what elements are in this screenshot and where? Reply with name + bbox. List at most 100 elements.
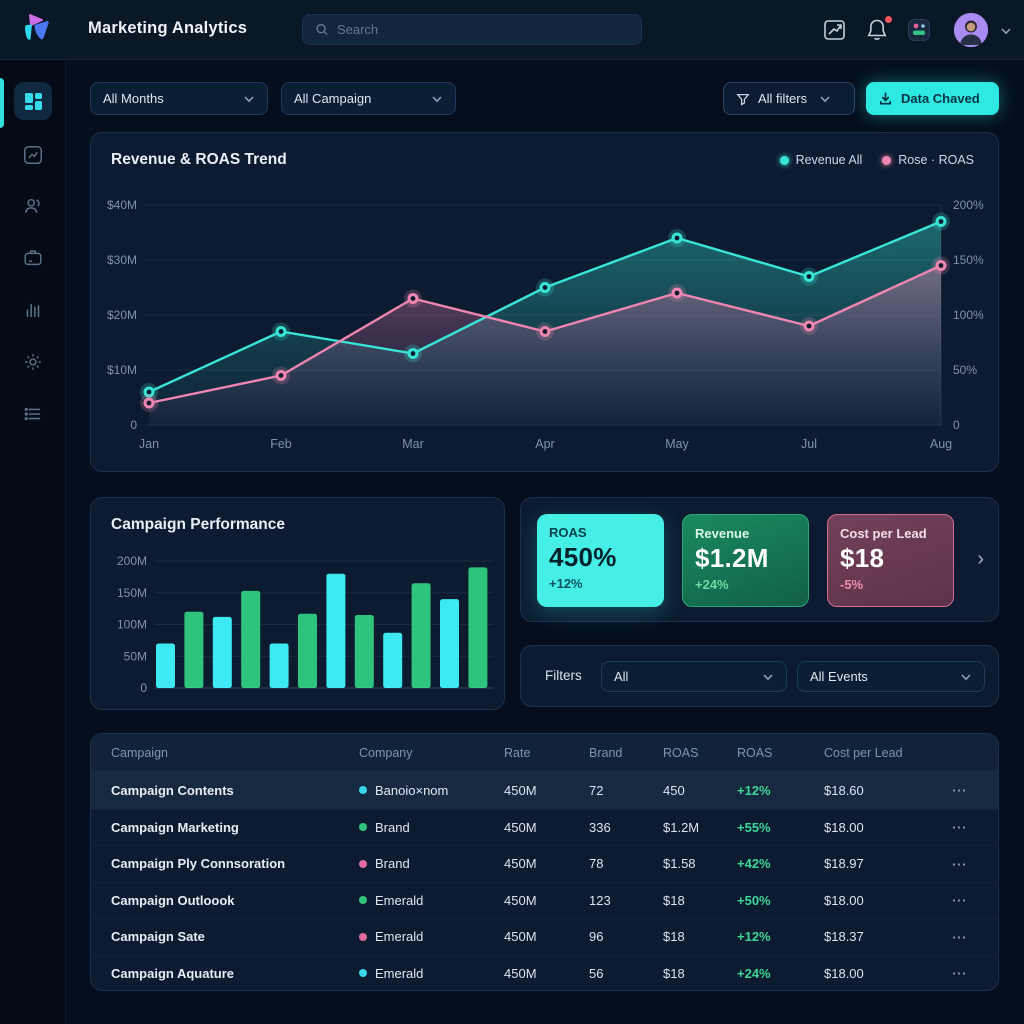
kpi-label: Revenue xyxy=(695,526,750,541)
legend-label: Rose · ROAS xyxy=(898,153,974,167)
table-row[interactable]: Campaign Marketing Brand 450M 336 $1.2M … xyxy=(91,808,998,846)
trend-legend: Revenue All Rose · ROAS xyxy=(779,153,974,167)
svg-text:$20M: $20M xyxy=(107,308,137,322)
company-name: Emerald xyxy=(375,965,424,981)
apps-tile-icon[interactable] xyxy=(906,17,932,43)
company-name: Emerald xyxy=(375,929,424,945)
cell-company: Brand xyxy=(359,820,504,835)
cell-roas: $1.58 xyxy=(663,856,696,872)
row-menu-icon[interactable]: ⋯ xyxy=(951,819,969,837)
sidebar-item-lists[interactable] xyxy=(14,395,52,433)
cell-brand: 123 xyxy=(589,892,611,908)
notification-badge xyxy=(883,14,894,25)
chart-trend-icon xyxy=(24,146,42,164)
table-row[interactable]: Campaign Outloook Emerald 450M 123 $18 +… xyxy=(91,881,998,919)
download-icon xyxy=(879,92,892,105)
kpi-card-cost-per-lead[interactable]: Cost per Lead $18 -5% xyxy=(827,514,954,607)
avatar[interactable] xyxy=(954,13,988,47)
svg-text:0: 0 xyxy=(140,681,147,695)
kpi-next-chevron-icon[interactable]: › xyxy=(977,548,984,570)
cell-rate: 450M xyxy=(504,819,537,835)
active-nav-indicator xyxy=(0,78,4,128)
legend-item[interactable]: Rose · ROAS xyxy=(882,153,974,167)
company-dot-icon xyxy=(359,896,367,905)
legend-item[interactable]: Revenue All xyxy=(779,153,863,167)
kpi-card-revenue[interactable]: Revenue $1.2M +24% xyxy=(682,514,809,607)
svg-text:Aug: Aug xyxy=(930,437,952,451)
cell-cost-per-lead: $18.97 xyxy=(824,856,864,872)
cell-company: Emerald xyxy=(359,966,504,981)
cell-roas-delta: +42% xyxy=(737,856,771,872)
svg-text:50%: 50% xyxy=(953,363,977,377)
table-header-cell: Cost per Lead xyxy=(824,745,903,760)
cell-campaign: Campaign Marketing xyxy=(111,819,239,835)
table-header-cell: Brand xyxy=(589,745,623,760)
search-bar[interactable] xyxy=(302,14,642,45)
legend-label: Revenue All xyxy=(795,153,863,167)
table-header-cell: Campaign xyxy=(111,745,168,760)
svg-text:100M: 100M xyxy=(117,618,147,632)
sidebar-item-campaigns[interactable] xyxy=(14,239,52,277)
table-body: Campaign Contents Banoio×nom 450M 72 450… xyxy=(91,772,998,991)
sidebar-item-trends[interactable] xyxy=(14,136,52,174)
row-menu-icon[interactable]: ⋯ xyxy=(951,928,969,946)
cell-cost-per-lead: $18.00 xyxy=(824,819,864,835)
cell-cost-per-lead: $18.00 xyxy=(824,965,864,981)
sidebar-item-dashboard[interactable] xyxy=(14,82,52,120)
filters-events-dropdown[interactable]: All Events xyxy=(797,661,985,692)
row-menu-icon[interactable]: ⋯ xyxy=(951,855,969,873)
campaign-filter-dropdown[interactable]: All Campaign xyxy=(281,82,456,115)
cell-brand: 56 xyxy=(589,965,604,981)
company-dot-icon xyxy=(359,969,367,978)
all-filters-button[interactable]: All filters xyxy=(723,82,855,115)
months-filter-dropdown[interactable]: All Months xyxy=(90,82,268,115)
avatar-chevron-down-icon[interactable] xyxy=(1000,25,1012,37)
row-menu-icon[interactable]: ⋯ xyxy=(951,892,969,910)
bar-chart-icon xyxy=(26,303,40,318)
cell-cost-per-lead: $18.37 xyxy=(824,929,864,945)
cell-roas-delta: +55% xyxy=(737,819,771,835)
kpi-delta: -5% xyxy=(840,577,864,592)
users-icon xyxy=(24,198,40,214)
company-name: Banoio×nom xyxy=(375,782,449,798)
svg-text:200M: 200M xyxy=(117,554,147,568)
kpi-card-roas[interactable]: ROAS 450% +12% xyxy=(537,514,664,607)
company-name: Emerald xyxy=(375,892,424,908)
cell-roas-delta: +50% xyxy=(737,892,771,908)
company-dot-icon xyxy=(359,932,367,941)
search-input[interactable] xyxy=(336,22,629,37)
table-row[interactable]: Campaign Aquature Emerald 450M 56 $18 +2… xyxy=(91,954,998,991)
table-row[interactable]: Campaign Ply Connsoration Brand 450M 78 … xyxy=(91,845,998,882)
svg-text:May: May xyxy=(665,437,689,451)
cell-rate: 450M xyxy=(504,782,537,798)
filters-category-dropdown[interactable]: All xyxy=(601,661,787,692)
cell-brand: 78 xyxy=(589,856,604,872)
svg-text:Jul: Jul xyxy=(801,437,817,451)
legend-dot-icon xyxy=(882,155,892,165)
cell-company: Banoio×nom xyxy=(359,783,504,798)
cell-campaign: Campaign Contents xyxy=(111,782,234,798)
data-export-label: Data Chaved xyxy=(901,91,980,106)
cell-company: Emerald xyxy=(359,893,504,908)
cell-roas: $18 xyxy=(663,892,685,908)
notifications-bell-icon[interactable] xyxy=(864,14,894,43)
export-chart-icon[interactable] xyxy=(822,17,848,43)
svg-text:150%: 150% xyxy=(953,253,984,267)
svg-text:$10M: $10M xyxy=(107,363,137,377)
filters-category-value: All xyxy=(614,669,629,684)
cell-rate: 450M xyxy=(504,856,537,872)
sidebar-item-settings[interactable] xyxy=(14,343,52,381)
sidebar-item-audience[interactable] xyxy=(14,187,52,225)
kpi-panel: ROAS 450% +12% Revenue $1.2M +24% Cost p… xyxy=(520,497,999,622)
row-menu-icon[interactable]: ⋯ xyxy=(951,965,969,983)
table-row[interactable]: Campaign Sate Emerald 450M 96 $18 +12% $… xyxy=(91,918,998,955)
cell-roas: 450 xyxy=(663,782,685,798)
sidebar xyxy=(0,60,66,1024)
table-row[interactable]: Campaign Contents Banoio×nom 450M 72 450… xyxy=(91,772,998,809)
row-menu-icon[interactable]: ⋯ xyxy=(951,782,969,800)
sidebar-item-analytics[interactable] xyxy=(14,291,52,329)
cell-cost-per-lead: $18.60 xyxy=(824,782,864,798)
top-bar: Marketing Analytics xyxy=(0,0,1024,60)
grid-icon xyxy=(24,92,42,110)
data-export-button[interactable]: Data Chaved xyxy=(866,82,999,115)
